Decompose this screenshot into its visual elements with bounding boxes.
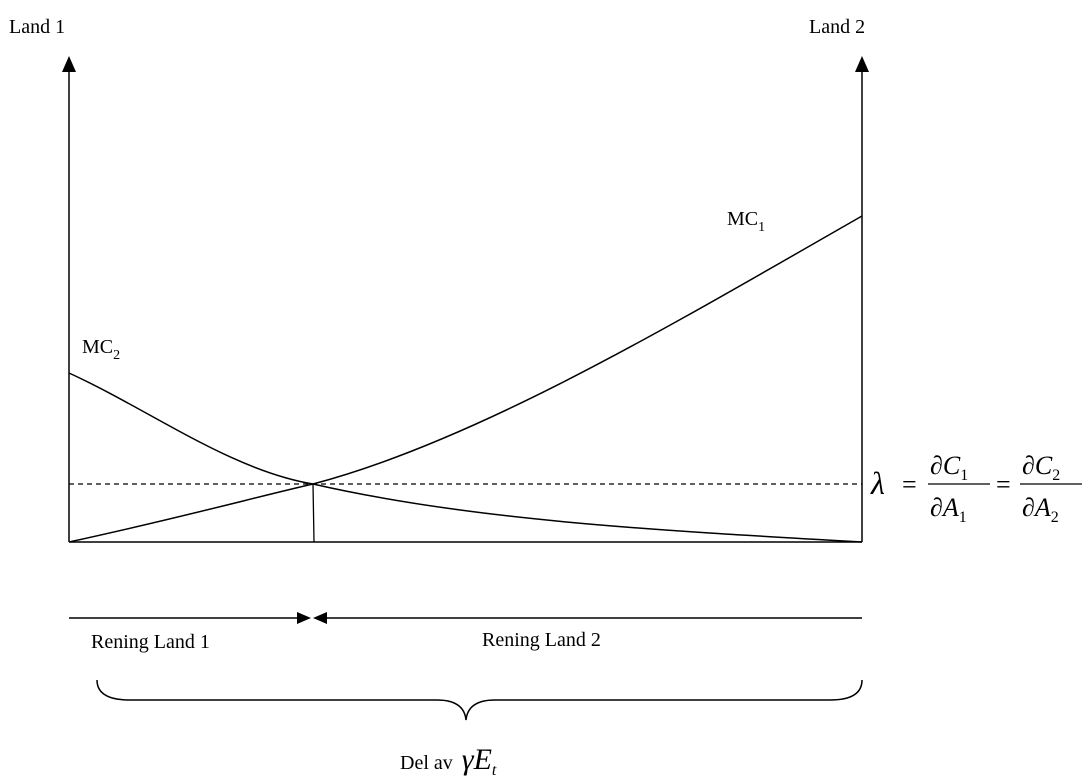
svg-text:λ: λ xyxy=(870,465,885,501)
svg-text:∂C1: ∂C1 xyxy=(930,451,968,484)
rening-land1-label: Rening Land 1 xyxy=(91,631,210,653)
svg-text:∂C2: ∂C2 xyxy=(1022,451,1060,484)
right-axis-label: Land 2 xyxy=(809,16,865,38)
total-brace xyxy=(96,679,863,721)
svg-text:=: = xyxy=(902,470,917,499)
rening-land2-label: Rening Land 2 xyxy=(482,629,601,651)
mc2-label: MC2 xyxy=(82,336,120,363)
del-av-label: Del av γEt xyxy=(400,743,497,779)
svg-text:∂A1: ∂A1 xyxy=(930,493,967,526)
intersection-drop-line xyxy=(312,483,315,543)
mc2-curve xyxy=(68,372,863,543)
mc1-curve xyxy=(68,215,863,543)
right-axis-arrow xyxy=(855,56,869,72)
left-axis-label: Land 1 xyxy=(9,16,65,38)
rening-land2-arrowhead xyxy=(313,612,327,624)
lambda-equation: λ = ∂C1 ∂A1 = ∂C2 ∂A2 xyxy=(870,451,1082,526)
mc1-label: MC1 xyxy=(727,208,765,235)
svg-text:∂A2: ∂A2 xyxy=(1022,493,1059,526)
svg-text:=: = xyxy=(996,470,1011,499)
left-axis-arrow xyxy=(62,56,76,72)
rening-land1-arrowhead xyxy=(297,612,311,624)
